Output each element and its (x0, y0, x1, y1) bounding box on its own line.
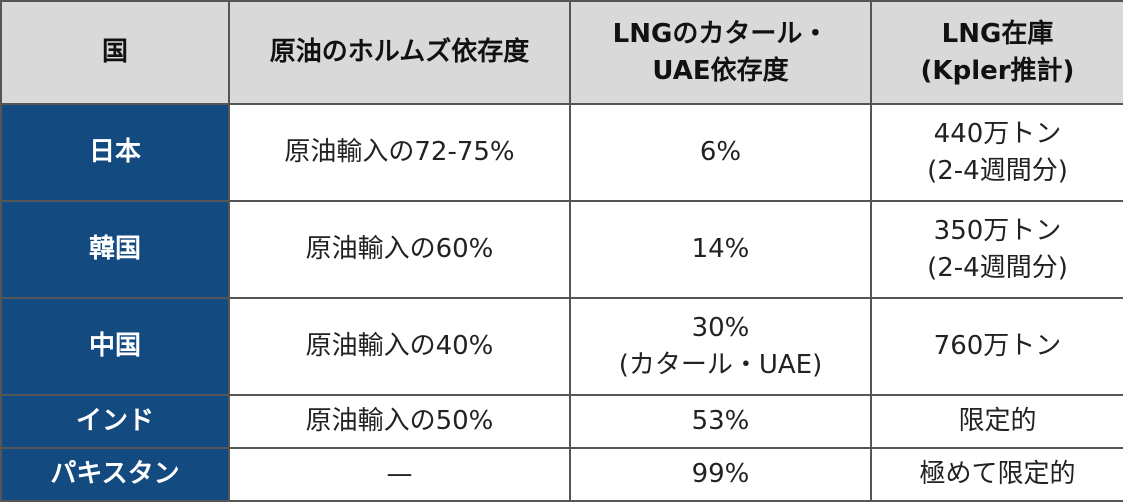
table-row: パキスタン — 99% 極めて限定的 (0, 447, 1123, 502)
lng-dependency-cell: 53% (569, 394, 872, 449)
table-row: インド 原油輸入の50% 53% 限定的 (0, 394, 1123, 449)
country-cell: 日本 (0, 103, 230, 202)
header-oil-dependency: 原油のホルムズ依存度 (228, 0, 571, 105)
oil-dependency-cell: — (228, 447, 571, 502)
country-cell: 韓国 (0, 200, 230, 299)
table-row: 中国 原油輸入の40% 30% (カタール・UAE) 760万トン (0, 297, 1123, 396)
lng-stock-cell: 350万トン (2-4週間分) (870, 200, 1123, 299)
lng-dependency-cell: 99% (569, 447, 872, 502)
lng-dependency-cell: 14% (569, 200, 872, 299)
oil-dependency-cell: 原油輸入の50% (228, 394, 571, 449)
lng-stock-cell: 760万トン (870, 297, 1123, 396)
lng-dependency-cell: 6% (569, 103, 872, 202)
table-row: 韓国 原油輸入の60% 14% 350万トン (2-4週間分) (0, 200, 1123, 299)
header-lng-dependency: LNGのカタール・ UAE依存度 (569, 0, 872, 105)
oil-dependency-cell: 原油輸入の40% (228, 297, 571, 396)
lng-stock-cell: 440万トン (2-4週間分) (870, 103, 1123, 202)
lng-stock-cell: 限定的 (870, 394, 1123, 449)
country-cell: パキスタン (0, 447, 230, 502)
oil-dependency-cell: 原油輸入の60% (228, 200, 571, 299)
lng-dependency-cell: 30% (カタール・UAE) (569, 297, 872, 396)
header-lng-stock: LNG在庫 (Kpler推計) (870, 0, 1123, 105)
country-cell: 中国 (0, 297, 230, 396)
table-header-row: 国 原油のホルムズ依存度 LNGのカタール・ UAE依存度 LNG在庫 (Kpl… (0, 0, 1123, 105)
country-cell: インド (0, 394, 230, 449)
lng-stock-cell: 極めて限定的 (870, 447, 1123, 502)
header-country: 国 (0, 0, 230, 105)
oil-dependency-cell: 原油輸入の72-75% (228, 103, 571, 202)
table-row: 日本 原油輸入の72-75% 6% 440万トン (2-4週間分) (0, 103, 1123, 202)
